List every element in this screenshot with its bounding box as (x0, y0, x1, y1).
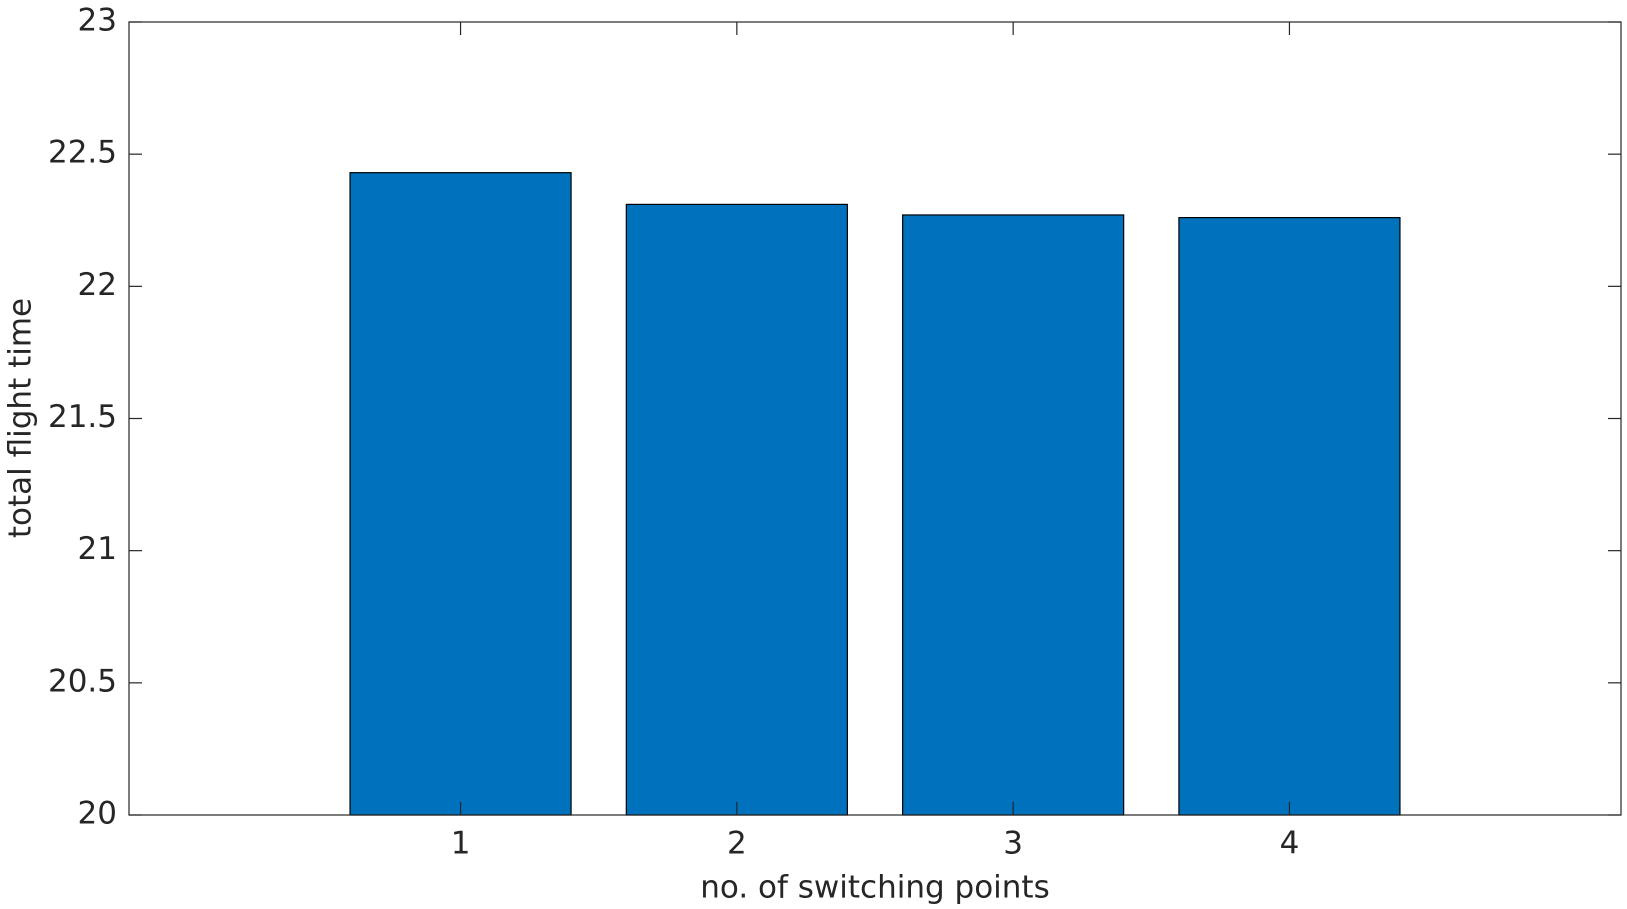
x-axis-label: no. of switching points (700, 870, 1049, 906)
bar (625, 203, 848, 816)
y-tick-label: 20 (78, 796, 117, 832)
y-tick-label: 21 (78, 531, 117, 567)
bar (349, 172, 572, 816)
y-tick-label: 23 (78, 3, 117, 39)
bar (902, 214, 1125, 816)
x-tick-label: 4 (1280, 826, 1300, 862)
y-tick-label: 21.5 (48, 399, 117, 435)
y-axis-label: total flight time (3, 298, 39, 538)
y-tick-label: 22.5 (48, 135, 117, 171)
y-tick-label: 20.5 (48, 663, 117, 699)
x-tick-label: 1 (451, 826, 471, 862)
x-tick-label: 3 (1003, 826, 1023, 862)
y-tick-label: 22 (78, 267, 117, 303)
bar (1178, 217, 1401, 816)
x-tick-label: 2 (727, 826, 747, 862)
